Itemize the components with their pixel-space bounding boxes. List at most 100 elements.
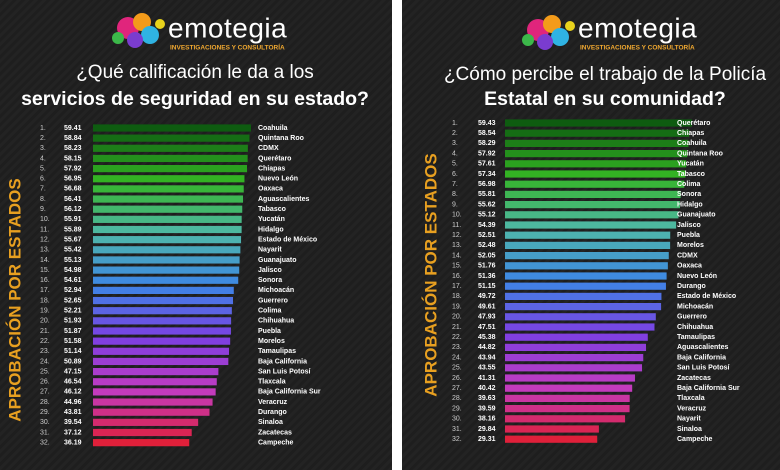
value-label: 55.91 — [64, 216, 82, 223]
rank-label: 6. — [40, 176, 46, 183]
rank-label: 9. — [452, 201, 458, 208]
category-label: Campeche — [258, 439, 294, 446]
category-label: Chihuahua — [677, 324, 713, 331]
value-label: 57.92 — [478, 150, 496, 157]
bar — [93, 215, 242, 223]
category-label: Querétaro — [677, 120, 710, 127]
rank-label: 28. — [40, 399, 50, 406]
value-label: 52.94 — [64, 287, 82, 294]
category-label: Quintana Roo — [258, 135, 304, 142]
rank-label: 6. — [452, 171, 458, 178]
bar — [505, 211, 679, 219]
category-label: Querétaro — [258, 155, 291, 162]
category-label: San Luis Potosí — [677, 365, 731, 372]
rank-label: 32. — [40, 439, 50, 446]
category-label: Tamaulipas — [677, 334, 715, 341]
rank-label: 23. — [40, 348, 50, 355]
bar — [93, 317, 232, 325]
value-label: 43.81 — [64, 409, 82, 416]
bar — [505, 272, 667, 280]
value-label: 39.59 — [478, 405, 496, 412]
brand-tagline: INVESTIGACIONES Y CONSULTORÍA — [580, 43, 695, 52]
value-label: 46.54 — [64, 379, 82, 386]
category-label: Guerrero — [677, 314, 707, 321]
value-label: 52.05 — [478, 252, 496, 259]
rank-label: 25. — [452, 365, 462, 372]
category-label: Jalisco — [677, 222, 701, 229]
brand-name: emotegia — [168, 12, 287, 43]
value-label: 56.12 — [64, 206, 82, 213]
rank-label: 22. — [40, 338, 50, 345]
bar — [93, 388, 216, 396]
value-label: 40.42 — [478, 385, 496, 392]
category-label: Quintana Roo — [677, 150, 723, 157]
value-label: 51.14 — [64, 348, 82, 355]
bar — [505, 415, 626, 423]
value-label: 29.31 — [478, 436, 496, 443]
category-label: Tlaxcala — [258, 379, 286, 386]
value-label: 44.82 — [478, 344, 496, 351]
chart-title: ¿Cómo percibe el trabajo de la Policía — [444, 64, 767, 85]
bar — [93, 418, 199, 426]
rank-label: 5. — [40, 165, 46, 172]
bar — [93, 276, 239, 284]
category-label: Coahuila — [677, 140, 707, 147]
y-axis-label: APROBACIÓN POR ESTADOS — [421, 153, 440, 396]
value-label: 55.62 — [478, 201, 496, 208]
rank-label: 1. — [452, 120, 458, 127]
brand-tagline: INVESTIGACIONES Y CONSULTORÍA — [170, 43, 285, 52]
value-label: 44.96 — [64, 399, 82, 406]
category-label: Baja California Sur — [677, 385, 740, 392]
bar — [93, 134, 250, 142]
bar — [93, 205, 243, 213]
bar — [93, 236, 242, 244]
value-label: 52.48 — [478, 242, 496, 249]
rank-label: 15. — [40, 267, 50, 274]
rank-label: 18. — [40, 297, 50, 304]
rank-label: 16. — [40, 277, 50, 284]
bar — [505, 201, 681, 209]
category-label: Zacatecas — [677, 375, 711, 382]
rank-label: 26. — [40, 379, 50, 386]
rank-label: 21. — [40, 328, 50, 335]
value-label: 47.93 — [478, 314, 496, 321]
rank-label: 8. — [40, 196, 46, 203]
bar — [93, 286, 234, 294]
category-label: Estado de México — [258, 236, 317, 243]
category-label: Tamaulipas — [258, 348, 296, 355]
bar — [93, 296, 234, 305]
category-label: Oaxaca — [258, 186, 283, 193]
value-label: 55.12 — [478, 212, 496, 219]
category-label: Yucatán — [677, 161, 704, 168]
bar — [93, 195, 244, 203]
category-label: Oaxaca — [677, 263, 702, 270]
bar — [505, 435, 598, 443]
rank-label: 19. — [452, 303, 462, 310]
bar — [505, 282, 666, 290]
rank-label: 20. — [452, 314, 462, 321]
rank-label: 30. — [452, 416, 462, 423]
bar — [505, 394, 630, 402]
bar — [505, 231, 671, 239]
bar — [505, 180, 685, 188]
rank-label: 21. — [452, 324, 462, 331]
value-label: 55.42 — [64, 247, 82, 254]
rank-label: 24. — [452, 354, 462, 361]
category-label: Colima — [258, 308, 281, 315]
rank-label: 5. — [452, 161, 458, 168]
category-label: Campeche — [677, 436, 713, 443]
bar — [93, 154, 248, 163]
category-label: Veracruz — [258, 399, 288, 406]
value-label: 56.41 — [64, 196, 82, 203]
rank-label: 4. — [452, 150, 458, 157]
rank-label: 17. — [452, 283, 462, 290]
bar — [93, 175, 245, 183]
value-label: 43.94 — [478, 354, 496, 361]
value-label: 56.68 — [64, 186, 82, 193]
rank-label: 23. — [452, 344, 462, 351]
rank-label: 16. — [452, 273, 462, 280]
bar — [93, 124, 251, 132]
value-label: 51.93 — [64, 318, 82, 325]
category-label: Tabasco — [677, 171, 705, 178]
